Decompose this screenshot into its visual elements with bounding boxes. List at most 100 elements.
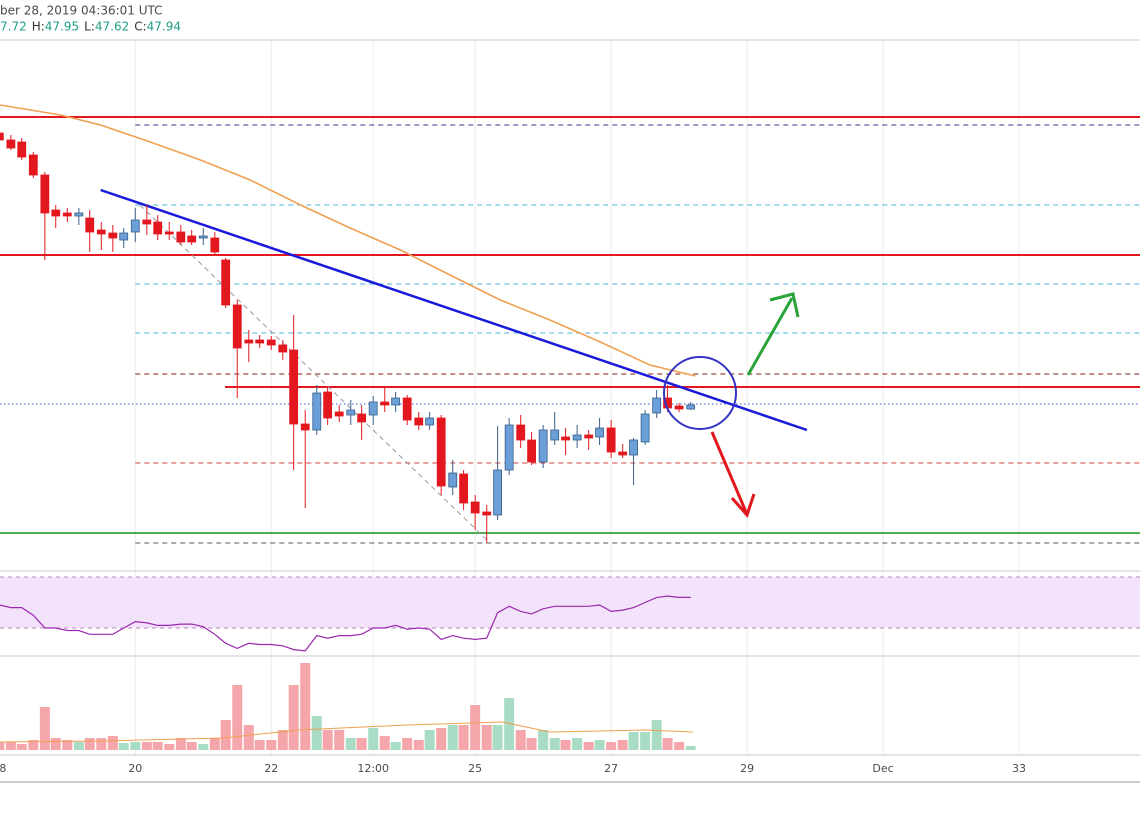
candle-body	[380, 401, 390, 406]
volume-bar	[390, 742, 401, 750]
annotations	[663, 292, 800, 518]
volume-bar	[288, 685, 299, 750]
ohlc-value: 47.94	[147, 20, 181, 34]
candle-body	[323, 391, 333, 419]
ohlc-key: C:	[134, 20, 146, 34]
candle-body	[108, 232, 118, 239]
candle-body	[221, 259, 231, 306]
volume-bar	[62, 740, 73, 750]
volume-bar	[481, 725, 492, 750]
candle-body	[504, 424, 514, 471]
x-tick-label: 29	[740, 762, 754, 775]
candle-body	[459, 473, 469, 504]
candle-body	[402, 397, 412, 421]
candle-body	[368, 401, 378, 416]
candle-body	[266, 339, 276, 346]
candle-body	[187, 235, 197, 243]
highlight-circle	[663, 356, 737, 430]
volume-bar	[436, 728, 447, 750]
candle-body	[391, 397, 401, 406]
volume-bar	[549, 738, 560, 750]
candle-body	[436, 417, 446, 487]
candle-body	[85, 217, 95, 233]
volume-bar	[515, 730, 526, 750]
candle-body	[6, 139, 16, 149]
ohlc-key: H:	[32, 20, 45, 34]
x-tick-label: 22	[264, 762, 278, 775]
candle-body	[674, 405, 684, 410]
candle-body	[448, 472, 458, 488]
candle-body	[119, 232, 129, 241]
volume-bar	[266, 740, 277, 750]
volume-bar	[28, 740, 39, 750]
volume-bar	[345, 738, 356, 750]
volume-bar	[572, 738, 583, 750]
volume-bar	[424, 730, 435, 750]
volume-bar	[16, 744, 27, 750]
candle-body	[595, 427, 604, 438]
volume-bar	[175, 738, 186, 750]
candle-body	[300, 423, 310, 431]
x-tick-label: 18	[0, 762, 6, 775]
volume-bar	[368, 728, 379, 750]
candle-body	[470, 501, 480, 514]
candle-body	[130, 219, 140, 233]
volume-bar	[447, 725, 458, 750]
candle-body	[584, 434, 594, 439]
x-tick-label: 20	[128, 762, 142, 775]
volume-bar	[73, 742, 84, 750]
volume-bar	[141, 742, 152, 750]
x-tick-label: 25	[468, 762, 482, 775]
candle-body	[0, 132, 4, 141]
candle-body	[538, 429, 548, 463]
volume-bar	[152, 742, 163, 750]
volume-bar	[402, 738, 413, 750]
candle-body	[153, 221, 163, 235]
volume-bar	[107, 736, 118, 750]
volume-bar	[118, 743, 129, 750]
volume-bar	[198, 744, 209, 750]
x-tick-label: 12:00	[357, 762, 389, 775]
volume-bar	[538, 730, 549, 750]
candle-body	[244, 339, 254, 344]
candle-body	[572, 434, 582, 441]
candle-body	[74, 212, 84, 217]
candle-body	[493, 469, 503, 516]
timestamp: ber 28, 2019 04:36:01 UTC	[0, 4, 163, 18]
candle-body	[176, 231, 186, 243]
volume-bar	[356, 738, 367, 750]
volume-bar	[186, 742, 197, 750]
candle-body	[561, 436, 570, 441]
volume-bar	[651, 720, 662, 750]
candle-body	[425, 417, 435, 426]
trendline	[139, 204, 491, 544]
candle-body	[334, 411, 344, 417]
volume-bar	[84, 738, 95, 750]
volume-bar	[220, 720, 231, 750]
candle-body	[414, 417, 424, 426]
volume-bar	[560, 740, 571, 750]
candle-body	[142, 219, 152, 225]
candle-body	[652, 397, 662, 414]
volume-bar	[311, 716, 322, 750]
ohlc-value: 7.72	[0, 20, 27, 34]
volume-bar	[617, 740, 628, 750]
candle-body	[550, 429, 560, 441]
volume-bar	[413, 740, 424, 750]
candle-body	[629, 439, 638, 456]
volume-bar	[209, 738, 220, 750]
candle-body	[346, 409, 356, 416]
header: ber 28, 2019 04:36:01 UTC 7.72 H: 47.95 L: 4…	[0, 4, 181, 34]
volume-bar	[492, 725, 503, 750]
up-arrow-head	[769, 292, 800, 318]
rsi-band	[0, 576, 1140, 628]
volume-bar	[583, 742, 594, 750]
candle-body	[96, 229, 106, 235]
volume-bar	[96, 738, 107, 750]
candle-body	[357, 413, 367, 423]
candle-body	[606, 427, 616, 453]
volume-bar	[379, 736, 390, 750]
down-arrow-head	[730, 493, 756, 518]
